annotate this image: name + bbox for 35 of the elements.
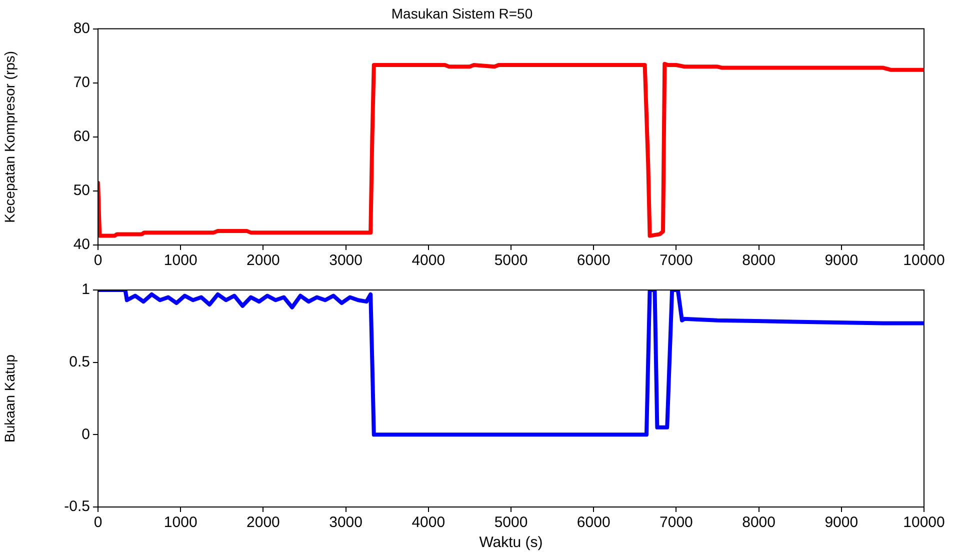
x-tick-label: 2000 bbox=[246, 252, 280, 270]
y-tick-label: 0.5 bbox=[69, 353, 90, 370]
x-tick-label: 7000 bbox=[660, 252, 693, 270]
x-tick-label: 8000 bbox=[742, 514, 776, 532]
chart-title: Masukan Sistem R=50 bbox=[391, 5, 533, 22]
x-tick-label: 8000 bbox=[742, 252, 776, 270]
x-tick-label: 10000 bbox=[903, 514, 945, 532]
x-tick-label: 2000 bbox=[246, 514, 280, 532]
y-tick-label: 70 bbox=[73, 74, 90, 91]
y-tick-label: 50 bbox=[73, 182, 90, 200]
x-tick-label: 9000 bbox=[824, 252, 858, 270]
x-axis-title: Waktu (s) bbox=[479, 534, 543, 552]
x-tick-label: 3000 bbox=[329, 252, 362, 270]
x-tick-label: 0 bbox=[94, 252, 102, 270]
x-tick-label: 4000 bbox=[412, 514, 446, 532]
y-tick-label: -0.5 bbox=[64, 498, 90, 516]
x-tick-label: 1000 bbox=[164, 252, 198, 270]
x-tick-label: 5000 bbox=[494, 252, 528, 270]
x-tick-label: 7000 bbox=[660, 514, 693, 532]
y-axis-title: Kecepatan Kompresor (rps) bbox=[1, 50, 18, 223]
y-tick-label: 1 bbox=[82, 281, 90, 298]
x-tick-label: 10000 bbox=[903, 252, 945, 270]
x-tick-label: 4000 bbox=[412, 252, 446, 270]
y-axis-title: Bukaan Katup bbox=[1, 354, 18, 442]
x-tick-label: 9000 bbox=[824, 514, 858, 532]
y-tick-label: 40 bbox=[73, 236, 90, 254]
x-tick-label: 0 bbox=[94, 514, 102, 532]
y-tick-label: 60 bbox=[73, 128, 90, 146]
x-tick-label: 6000 bbox=[576, 252, 610, 270]
y-tick-label: 0 bbox=[82, 426, 90, 443]
y-tick-label: 80 bbox=[73, 20, 90, 37]
x-tick-label: 3000 bbox=[329, 514, 362, 532]
x-tick-label: 6000 bbox=[576, 514, 610, 532]
x-tick-label: 5000 bbox=[494, 514, 528, 532]
x-tick-label: 1000 bbox=[164, 514, 198, 532]
